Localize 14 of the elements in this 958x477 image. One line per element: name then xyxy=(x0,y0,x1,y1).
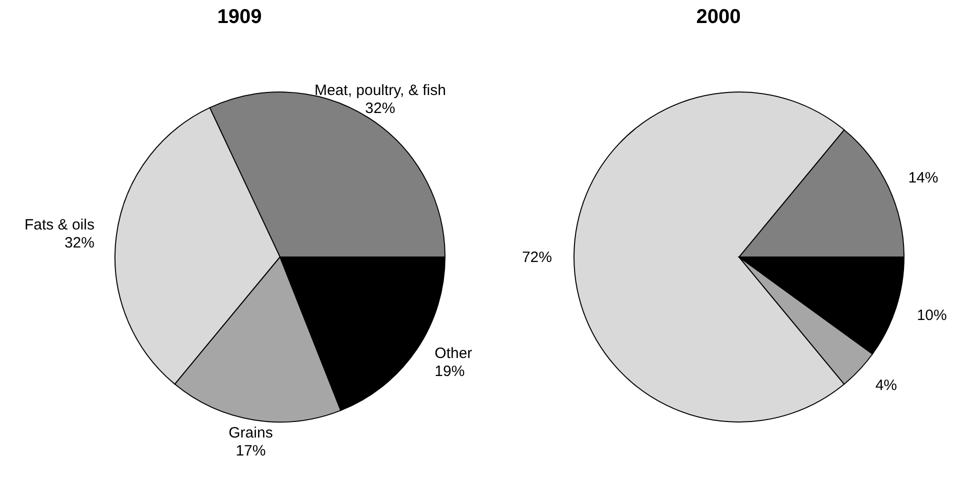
data-label: 4% xyxy=(875,377,898,394)
data-label: 10% xyxy=(916,306,947,324)
chart-title: 2000 xyxy=(695,6,742,29)
slice-label: Other xyxy=(434,345,472,362)
data-label: 72% xyxy=(522,249,552,266)
slice-label: Fats & oils xyxy=(24,216,94,234)
data-label: 17% xyxy=(236,442,266,460)
data-label: 32% xyxy=(365,100,396,118)
chart-title: 1909 xyxy=(216,6,263,29)
slice-label: Meat, poultry, & fish xyxy=(314,82,446,100)
data-label: 19% xyxy=(434,363,465,380)
data-label: 14% xyxy=(908,169,938,186)
slice-label: Grains xyxy=(228,424,273,442)
data-label: 32% xyxy=(64,234,94,252)
